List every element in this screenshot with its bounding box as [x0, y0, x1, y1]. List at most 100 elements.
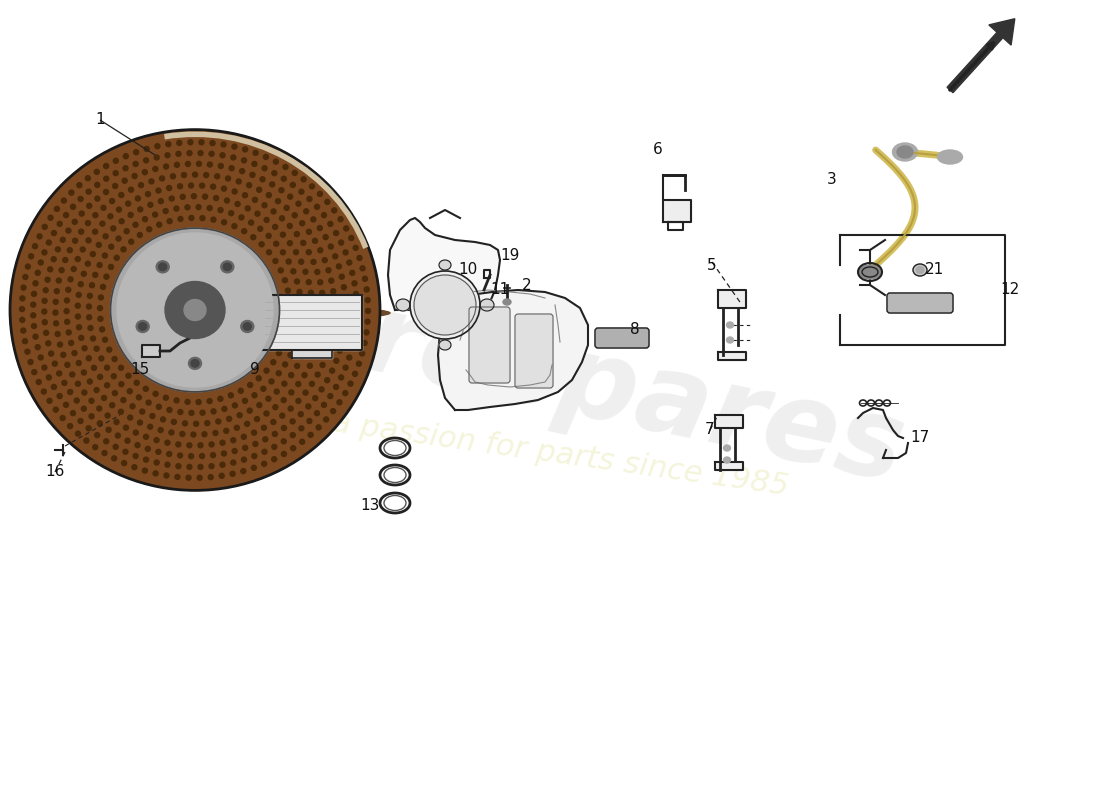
Ellipse shape: [135, 442, 140, 448]
Ellipse shape: [202, 194, 208, 199]
Ellipse shape: [221, 451, 227, 456]
Ellipse shape: [307, 334, 311, 338]
Ellipse shape: [52, 385, 56, 390]
Ellipse shape: [117, 207, 121, 212]
Ellipse shape: [66, 330, 72, 335]
Ellipse shape: [332, 254, 338, 259]
Ellipse shape: [67, 423, 73, 429]
Ellipse shape: [165, 282, 226, 338]
Ellipse shape: [356, 362, 362, 366]
Ellipse shape: [112, 357, 117, 362]
Ellipse shape: [76, 431, 80, 436]
Ellipse shape: [147, 202, 153, 207]
Ellipse shape: [346, 260, 352, 265]
Ellipse shape: [296, 398, 301, 403]
Ellipse shape: [110, 228, 279, 392]
Ellipse shape: [300, 241, 306, 246]
Ellipse shape: [22, 338, 28, 344]
Ellipse shape: [10, 130, 379, 490]
Ellipse shape: [129, 239, 134, 244]
Ellipse shape: [315, 372, 320, 377]
Ellipse shape: [306, 280, 311, 285]
Ellipse shape: [53, 310, 58, 315]
Ellipse shape: [252, 466, 256, 470]
Ellipse shape: [145, 446, 151, 451]
Ellipse shape: [273, 431, 277, 437]
Ellipse shape: [97, 242, 101, 247]
Polygon shape: [262, 295, 362, 350]
Polygon shape: [142, 345, 160, 357]
Ellipse shape: [321, 402, 327, 407]
Ellipse shape: [330, 332, 334, 337]
Ellipse shape: [330, 368, 334, 373]
Ellipse shape: [28, 359, 33, 365]
Ellipse shape: [169, 196, 174, 201]
Ellipse shape: [70, 204, 76, 210]
Ellipse shape: [364, 287, 370, 292]
Ellipse shape: [178, 217, 183, 222]
Ellipse shape: [354, 313, 360, 318]
Ellipse shape: [109, 265, 113, 270]
Ellipse shape: [46, 341, 51, 346]
Ellipse shape: [302, 373, 307, 378]
Ellipse shape: [207, 206, 212, 210]
Ellipse shape: [724, 445, 730, 451]
Ellipse shape: [221, 220, 227, 225]
Ellipse shape: [112, 390, 118, 395]
Ellipse shape: [232, 189, 238, 194]
Ellipse shape: [209, 151, 214, 156]
Ellipse shape: [178, 410, 183, 414]
Ellipse shape: [95, 196, 100, 201]
Ellipse shape: [315, 410, 319, 416]
Ellipse shape: [321, 301, 326, 306]
Ellipse shape: [307, 230, 311, 234]
Text: 6: 6: [653, 142, 663, 158]
Ellipse shape: [238, 413, 242, 418]
Ellipse shape: [245, 206, 251, 211]
Ellipse shape: [97, 421, 102, 426]
Ellipse shape: [322, 258, 328, 262]
Ellipse shape: [318, 248, 322, 253]
Ellipse shape: [133, 430, 139, 435]
Ellipse shape: [117, 233, 273, 387]
Ellipse shape: [210, 141, 214, 146]
Ellipse shape: [293, 213, 297, 218]
Ellipse shape: [183, 421, 187, 426]
Ellipse shape: [262, 202, 267, 208]
Ellipse shape: [68, 390, 73, 394]
Ellipse shape: [248, 408, 252, 413]
Ellipse shape: [348, 381, 353, 386]
Ellipse shape: [20, 296, 25, 301]
FancyBboxPatch shape: [595, 328, 649, 348]
Ellipse shape: [80, 247, 85, 252]
Ellipse shape: [256, 402, 262, 408]
Ellipse shape: [63, 258, 68, 262]
Ellipse shape: [199, 454, 205, 458]
Ellipse shape: [101, 395, 107, 401]
Ellipse shape: [262, 462, 266, 466]
Ellipse shape: [188, 454, 194, 458]
Ellipse shape: [187, 442, 191, 448]
Ellipse shape: [102, 450, 107, 455]
Ellipse shape: [145, 191, 151, 197]
Ellipse shape: [266, 193, 272, 198]
Ellipse shape: [260, 177, 265, 182]
Ellipse shape: [139, 182, 143, 188]
Ellipse shape: [323, 234, 328, 240]
Ellipse shape: [242, 158, 246, 163]
Ellipse shape: [119, 193, 124, 198]
Ellipse shape: [220, 462, 225, 467]
Ellipse shape: [208, 162, 212, 167]
Ellipse shape: [288, 406, 294, 411]
Ellipse shape: [57, 371, 62, 376]
Ellipse shape: [244, 422, 250, 426]
Text: eurospares: eurospares: [206, 254, 915, 506]
Ellipse shape: [91, 366, 97, 370]
Ellipse shape: [153, 212, 157, 217]
Ellipse shape: [70, 410, 76, 416]
Ellipse shape: [42, 365, 47, 370]
Ellipse shape: [343, 390, 348, 396]
Ellipse shape: [307, 363, 312, 368]
Ellipse shape: [726, 322, 734, 328]
Ellipse shape: [311, 217, 316, 222]
